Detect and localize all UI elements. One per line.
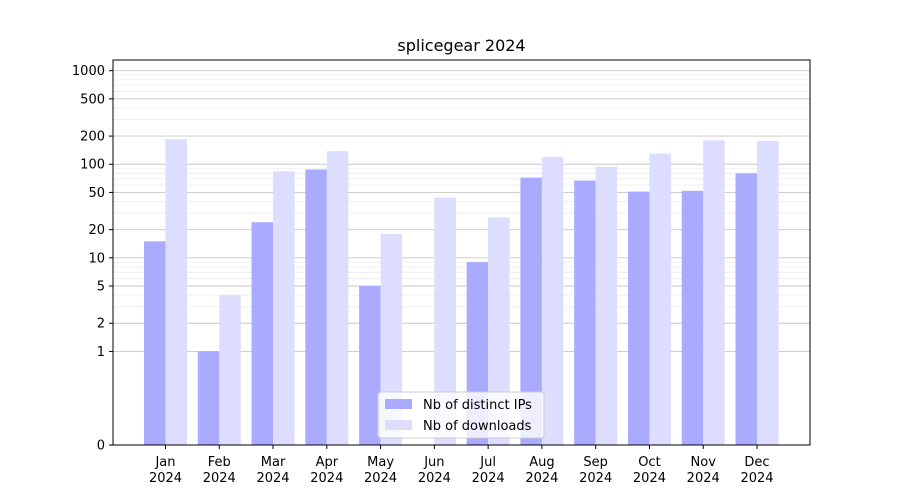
x-tick-label-month: Jan: [154, 455, 175, 470]
x-tick-label-year: 2024: [310, 471, 343, 486]
x-tick-label-month: Aug: [529, 455, 554, 470]
y-axis: 0 1 2 5 10 20 50 100 200 500 1000: [72, 64, 113, 454]
bar-downloads-jan: [165, 139, 187, 445]
x-tick-label-month: Mar: [261, 455, 286, 470]
bar-distinct-ips-nov: [681, 190, 704, 445]
y-tick-label: 1000: [72, 64, 105, 79]
bar-distinct-ips-aug: [520, 177, 542, 446]
x-tick-label-month: Jun: [423, 455, 444, 470]
x-tick-label-year: 2024: [525, 471, 558, 486]
y-tick-label: 1: [97, 345, 105, 360]
legend-swatch: [385, 399, 412, 409]
y-tick-label: 500: [80, 92, 105, 107]
y-tick-label: 200: [80, 130, 105, 145]
bar-downloads-dec: [757, 140, 779, 445]
x-tick-label-year: 2024: [472, 471, 505, 486]
bar-downloads-aug: [541, 156, 564, 446]
bar-distinct-ips-mar: [251, 222, 274, 445]
x-tick-label-year: 2024: [149, 471, 182, 486]
bar-distinct-ips-sep: [574, 180, 596, 446]
legend: Nb of distinct IPs Nb of downloads: [377, 391, 545, 439]
bar-downloads-sep: [595, 166, 618, 446]
x-axis: Jan2024Feb2024Mar2024Apr2024May2024Jun20…: [149, 445, 774, 486]
bar-downloads-nov: [703, 140, 725, 445]
bar-distinct-ips-feb: [197, 351, 220, 445]
y-tick-label: 2: [97, 317, 105, 332]
x-tick-label-year: 2024: [579, 471, 612, 486]
x-tick-label-month: Dec: [744, 455, 769, 470]
bar-distinct-ips-apr: [305, 169, 327, 446]
y-tick-label: 100: [80, 158, 105, 173]
bar-downloads-feb: [219, 295, 241, 445]
bar-downloads-jun: [434, 197, 456, 445]
x-tick-label-month: May: [367, 455, 394, 470]
bar-distinct-ips-may: [359, 286, 381, 445]
x-tick-label-month: Oct: [638, 455, 660, 470]
y-tick-label: 50: [88, 186, 105, 201]
x-tick-label-year: 2024: [364, 471, 397, 486]
y-tick-label: 20: [88, 223, 105, 238]
bar-distinct-ips-oct: [627, 191, 650, 445]
bar-downloads-apr: [326, 151, 349, 446]
legend-box: [377, 391, 545, 439]
x-tick-label-month: Feb: [208, 455, 231, 470]
bar-downloads-oct: [649, 153, 671, 446]
bar-distinct-ips-jan: [144, 241, 166, 445]
legend-swatch: [385, 420, 412, 430]
bar-distinct-ips-dec: [735, 173, 757, 445]
legend-label: Nb of distinct IPs: [423, 398, 532, 413]
x-tick-label-month: Jul: [479, 455, 496, 470]
x-tick-label-year: 2024: [687, 471, 720, 486]
x-tick-label-year: 2024: [418, 471, 451, 486]
x-tick-label-month: Nov: [691, 455, 717, 470]
y-tick-label: 10: [88, 251, 105, 266]
x-tick-label-year: 2024: [256, 471, 289, 486]
x-tick-label-month: Sep: [583, 455, 608, 470]
bar-downloads-jul: [488, 217, 510, 445]
y-tick-label: 0: [97, 439, 105, 454]
x-tick-label-year: 2024: [740, 471, 773, 486]
x-tick-label-month: Apr: [316, 455, 339, 470]
x-tick-label-year: 2024: [203, 471, 236, 486]
y-tick-label: 5: [97, 280, 105, 295]
plot-frame: [112, 59, 811, 446]
legend-label: Nb of downloads: [423, 419, 532, 434]
x-tick-label-year: 2024: [633, 471, 666, 486]
bar-downloads-mar: [273, 171, 295, 445]
chart-title: splicegear 2024: [397, 36, 525, 55]
